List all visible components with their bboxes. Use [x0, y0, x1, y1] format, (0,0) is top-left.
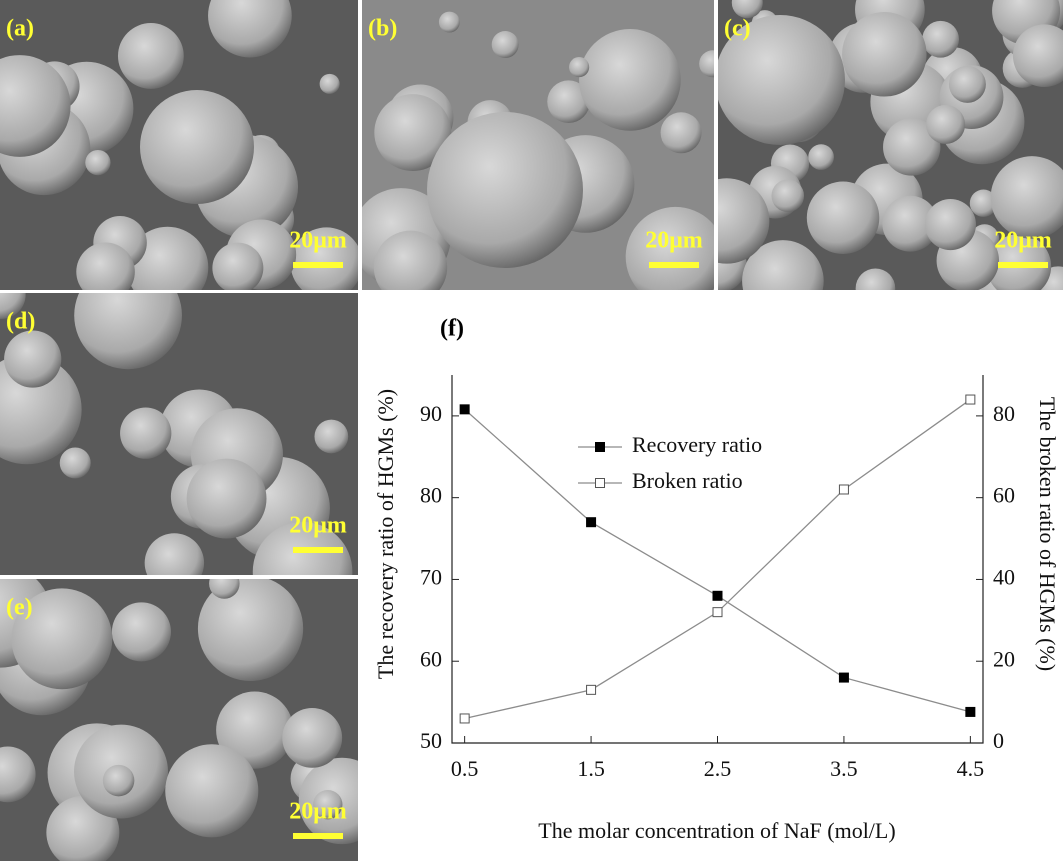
x-tick-label: 1.5 — [577, 756, 605, 781]
microsphere — [60, 447, 91, 478]
axis-frame — [452, 375, 983, 743]
panel-label: (b) — [368, 16, 397, 42]
y2-axis-label: The broken ratio of HGMs (%) — [1035, 397, 1060, 671]
scale-bar — [998, 262, 1048, 268]
microsphere — [922, 21, 959, 58]
scale-bar — [293, 547, 343, 553]
microsphere — [282, 708, 342, 768]
panel-label: (a) — [6, 16, 34, 42]
microsphere — [926, 105, 965, 144]
microsphere — [212, 243, 263, 294]
panel-label: (c) — [724, 16, 751, 42]
chart-title: (f) — [440, 316, 464, 342]
x-tick-label: 2.5 — [704, 756, 732, 781]
microsphere — [120, 407, 171, 458]
y-tick-label: 70 — [420, 564, 442, 589]
y2-tick-label: 80 — [993, 401, 1015, 426]
y2-tick-label: 60 — [993, 483, 1015, 508]
data-point — [839, 485, 848, 494]
microsphere — [85, 150, 110, 175]
microsphere — [118, 23, 184, 89]
x-tick-label: 0.5 — [451, 756, 479, 781]
microsphere — [140, 90, 254, 204]
panel-label: (d) — [6, 309, 35, 335]
microsphere — [661, 112, 702, 153]
scale-bar — [293, 833, 343, 839]
microsphere — [320, 74, 340, 94]
microsphere — [771, 179, 804, 212]
data-point — [966, 707, 975, 716]
microsphere — [925, 199, 976, 250]
microsphere — [569, 57, 589, 77]
x-tick-label: 4.5 — [957, 756, 985, 781]
data-point — [713, 591, 722, 600]
microsphere — [165, 744, 258, 837]
microsphere — [427, 112, 583, 268]
scale-bar-label: 20μm — [645, 228, 703, 254]
microsphere — [807, 182, 879, 254]
microsphere — [842, 12, 927, 97]
legend-marker — [596, 479, 605, 488]
microsphere — [626, 207, 726, 307]
scale-bar-label: 20μm — [289, 228, 347, 254]
scale-bar-label: 20μm — [994, 228, 1052, 254]
sem-content — [352, 0, 727, 307]
microsphere — [492, 31, 519, 58]
legend-label: Recovery ratio — [632, 432, 762, 457]
microsphere — [314, 420, 348, 454]
data-point — [460, 405, 469, 414]
panel-label: (e) — [6, 595, 33, 621]
scale-bar-label: 20μm — [289, 513, 347, 539]
sem-image — [352, 0, 727, 307]
y-axis-label: The recovery ratio of HGMs (%) — [373, 389, 398, 679]
data-point — [460, 714, 469, 723]
data-point — [839, 673, 848, 682]
x-tick-label: 3.5 — [830, 756, 858, 781]
y-tick-label: 80 — [420, 483, 442, 508]
y-tick-label: 60 — [420, 646, 442, 671]
sem-image — [684, 0, 1063, 328]
legend-label: Broken ratio — [632, 468, 743, 493]
microsphere — [112, 602, 171, 661]
figure: (f) The molar concentration of NaF (mol/… — [0, 0, 1063, 861]
data-point — [713, 608, 722, 617]
microsphere — [374, 231, 447, 304]
x-axis-label: The molar concentration of NaF (mol/L) — [538, 818, 895, 843]
scale-bar-label: 20μm — [289, 799, 347, 825]
sem-content — [684, 0, 1063, 328]
y-tick-label: 90 — [420, 401, 442, 426]
microsphere — [579, 29, 681, 131]
microsphere — [439, 12, 460, 33]
scale-bar — [293, 262, 343, 268]
microsphere — [856, 268, 896, 308]
y2-tick-label: 40 — [993, 564, 1015, 589]
microsphere — [187, 459, 267, 539]
data-point — [587, 685, 596, 694]
data-point — [587, 518, 596, 527]
sem-image — [0, 261, 358, 621]
y2-tick-label: 20 — [993, 646, 1015, 671]
y-tick-label: 50 — [420, 728, 442, 753]
microsphere — [949, 66, 986, 103]
y2-tick-label: 0 — [993, 728, 1004, 753]
microsphere — [76, 243, 135, 302]
sem-content — [0, 261, 358, 621]
microsphere — [4, 330, 61, 387]
legend-marker — [596, 443, 605, 452]
microsphere — [103, 765, 135, 797]
scale-bar — [649, 262, 699, 268]
microsphere — [808, 144, 834, 170]
data-point — [966, 395, 975, 404]
